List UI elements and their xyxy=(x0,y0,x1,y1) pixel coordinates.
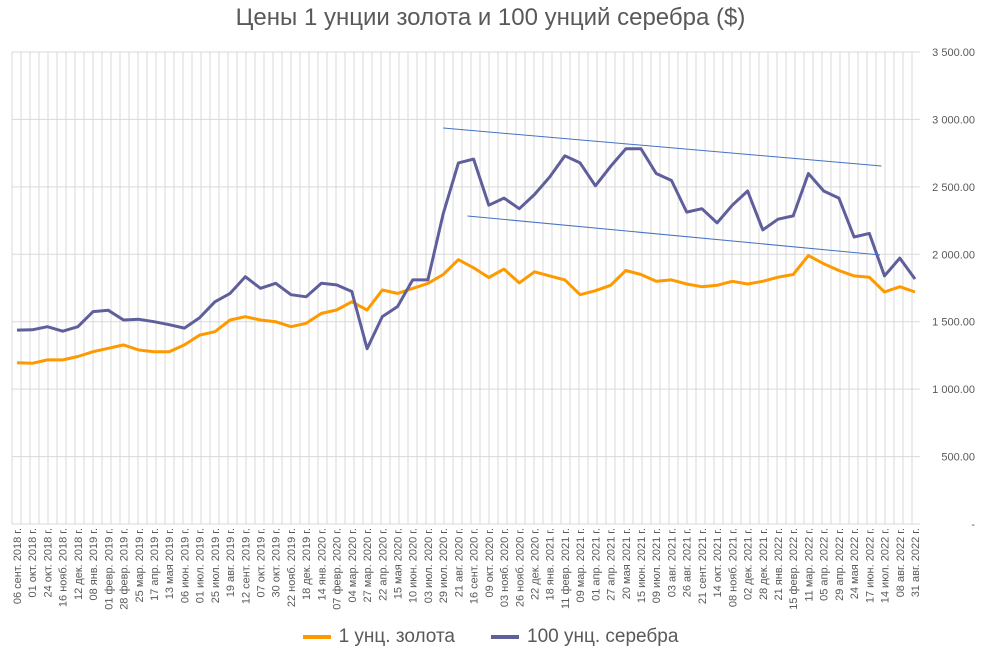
x-tick-label: 28 дек. 2021 г. xyxy=(758,528,770,600)
x-tick-label: 08 нояб. 2021 г. xyxy=(727,528,739,607)
x-tick-label: 15 июн. 2021 г. xyxy=(636,528,648,603)
x-tick-label: 08 авг. 2022 г. xyxy=(895,528,907,597)
x-tick-label: 18 дек. 2019 г. xyxy=(301,528,313,600)
x-tick-label: 04 мар. 2020 г. xyxy=(347,528,359,602)
x-tick-label: 29 июл. 2020 г. xyxy=(438,528,450,603)
y-tick-label: 3 000.00 xyxy=(932,114,975,126)
x-tick-label: 10 июн. 2020 г. xyxy=(408,528,420,603)
x-tick-label: 12 сент. 2019 г. xyxy=(240,528,252,604)
x-tick-label: 05 апр. 2022 г. xyxy=(819,528,831,601)
gold-price-line xyxy=(16,254,916,365)
x-tick-label: 09 окт. 2020 г. xyxy=(484,528,496,598)
x-tick-label: 07 окт. 2019 г. xyxy=(256,528,268,598)
x-tick-label: 03 июл. 2020 г. xyxy=(423,528,435,603)
x-tick-label: 20 мая 2021 г. xyxy=(621,528,633,599)
x-tick-label: 06 июн. 2019 г. xyxy=(179,528,191,603)
x-tick-label: 21 янв. 2022 г. xyxy=(773,528,785,601)
y-tick-label: 2 500.00 xyxy=(932,182,975,194)
x-tick-label: 27 апр. 2021 г. xyxy=(606,528,618,601)
x-tick-label: 17 апр. 2019 г. xyxy=(149,528,161,601)
x-tick-label: 22 апр. 2020 г. xyxy=(377,528,389,601)
x-tick-label: 15 мая 2020 г. xyxy=(393,528,405,599)
silver-price-line xyxy=(16,147,917,351)
legend-label-gold: 1 унц. золота xyxy=(338,626,455,647)
x-tick-label: 22 нояб. 2019 г. xyxy=(286,528,298,607)
x-tick-label: 08 янв. 2019 г. xyxy=(88,528,100,601)
x-tick-label: 09 июл. 2021 г. xyxy=(651,528,663,603)
x-tick-label: 24 мая 2022 г. xyxy=(849,528,861,599)
y-tick-label: 500.00 xyxy=(941,452,975,464)
x-tick-label: 24 окт. 2018 г. xyxy=(42,528,54,598)
x-tick-label: 01 февр. 2019 г. xyxy=(103,528,115,610)
y-tick-label: 3 500.00 xyxy=(932,47,975,59)
x-tick-label: 25 июл. 2019 г. xyxy=(210,528,222,603)
x-tick-label: 22 дек. 2020 г. xyxy=(529,528,541,600)
x-tick-label: 19 авг. 2019 г. xyxy=(225,528,237,597)
x-tick-label: 01 июл. 2019 г. xyxy=(195,528,207,603)
y-tick-label: 2 000.00 xyxy=(932,249,975,261)
upper-trendline xyxy=(443,127,882,167)
x-tick-label: 18 янв. 2021 г. xyxy=(545,528,557,601)
legend-item-gold: 1 унц. золота xyxy=(302,626,455,648)
x-tick-label: 21 авг. 2020 г. xyxy=(453,528,465,597)
x-tick-label: 30 окт. 2019 г. xyxy=(271,528,283,598)
x-tick-label: 16 сент. 2020 г. xyxy=(469,528,481,604)
x-tick-label: 11 мар. 2022 г. xyxy=(803,528,815,602)
x-tick-label: 06 сент. 2018 г. xyxy=(12,528,24,604)
x-tick-label: 13 мая 2019 г. xyxy=(164,528,176,599)
x-tick-label: 09 мар. 2021 г. xyxy=(575,528,587,602)
legend-label-silver: 100 унц. серебра xyxy=(527,626,679,647)
legend-item-silver: 100 унц. серебра xyxy=(491,626,678,648)
x-tick-label: 11 февр. 2021 г. xyxy=(560,528,572,609)
x-tick-label: 16 нояб. 2018 г. xyxy=(58,528,70,607)
x-tick-label: 03 авг. 2021 г. xyxy=(666,528,678,597)
y-tick-label: - xyxy=(971,519,975,531)
x-tick-label: 25 мар. 2019 г. xyxy=(134,528,146,602)
legend: 1 унц. золота 100 унц. серебра xyxy=(0,626,981,648)
x-tick-label: 02 дек. 2021 г. xyxy=(743,528,755,600)
y-tick-label: 1 000.00 xyxy=(932,384,975,396)
x-tick-label: 14 июл. 2022 г. xyxy=(880,528,892,603)
y-tick-label: 1 500.00 xyxy=(932,317,975,329)
x-tick-label: 03 нояб. 2020 г. xyxy=(499,528,511,607)
x-tick-label: 31 авг. 2022 г. xyxy=(910,528,922,597)
x-tick-label: 14 янв. 2020 г. xyxy=(316,528,328,601)
chart-title: Цены 1 унции золота и 100 унций серебра … xyxy=(235,4,746,31)
x-tick-label: 01 апр. 2021 г. xyxy=(590,528,602,601)
x-tick-label: 26 нояб. 2020 г. xyxy=(514,528,526,607)
x-tick-label: 28 февр. 2019 г. xyxy=(119,528,131,610)
legend-swatch-gold xyxy=(302,635,331,639)
x-tick-label: 01 окт. 2018 г. xyxy=(27,528,39,598)
x-tick-label: 07 февр. 2020 г. xyxy=(332,528,344,610)
x-tick-label: 14 окт. 2021 г. xyxy=(712,528,724,598)
x-tick-label: 21 сент. 2021 г. xyxy=(697,528,709,604)
x-tick-label: 26 авг. 2021 г. xyxy=(682,528,694,597)
x-tick-label: 29 апр. 2022 г. xyxy=(834,528,846,601)
x-tick-label: 15 февр. 2022 г. xyxy=(788,528,800,610)
legend-swatch-silver xyxy=(491,635,519,639)
lower-trendline xyxy=(467,215,881,256)
x-tick-label: 12 дек. 2018 г. xyxy=(73,528,85,600)
x-tick-label: 27 мар. 2020 г. xyxy=(362,528,374,602)
x-tick-label: 17 июн. 2022 г. xyxy=(864,528,876,603)
